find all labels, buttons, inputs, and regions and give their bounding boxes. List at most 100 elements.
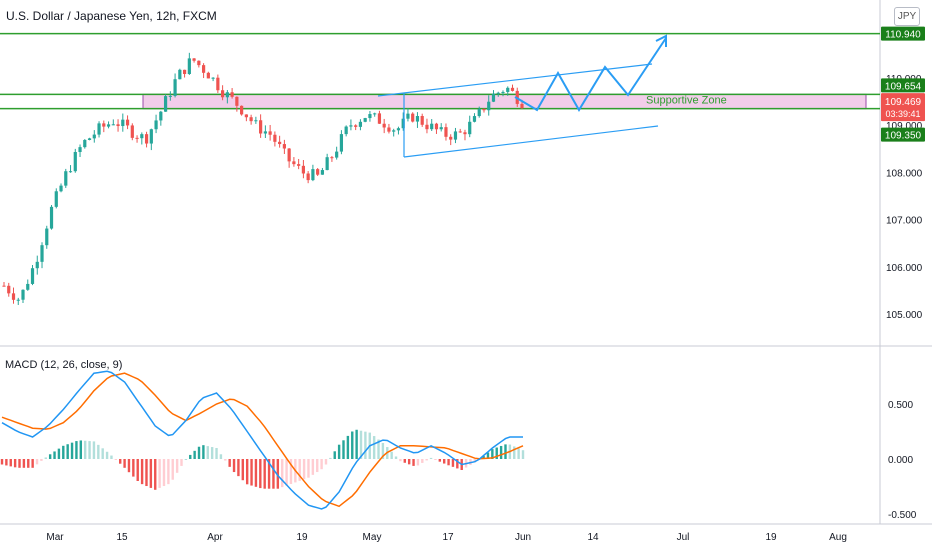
candle-body bbox=[130, 125, 134, 138]
candle-body bbox=[472, 116, 477, 122]
macd-histogram-bar bbox=[399, 459, 402, 462]
macd-histogram-bar bbox=[197, 446, 201, 459]
macd-histogram-bar bbox=[57, 448, 61, 459]
candle-body bbox=[278, 141, 282, 145]
candle-body bbox=[482, 108, 486, 111]
price-badge-zone-bottom: 109.350 bbox=[885, 131, 922, 142]
macd-histogram-bar bbox=[486, 452, 490, 459]
candle-body bbox=[149, 129, 153, 144]
macd-histogram-bar bbox=[351, 431, 354, 459]
candle-body bbox=[325, 157, 329, 171]
candle-body bbox=[235, 96, 239, 106]
candle-body bbox=[249, 117, 253, 122]
candle-body bbox=[297, 164, 301, 166]
macd-histogram-bar bbox=[114, 459, 118, 460]
macd-histogram-bar bbox=[140, 459, 144, 485]
candle-body bbox=[506, 87, 510, 92]
macd-histogram-bar bbox=[263, 459, 266, 489]
price-badge-zone-top: 109.654 bbox=[885, 81, 922, 92]
candle-body bbox=[92, 134, 96, 139]
macd-histogram bbox=[0, 429, 525, 490]
candle-body bbox=[301, 165, 305, 174]
macd-histogram-bar bbox=[447, 459, 450, 466]
macd-histogram-bar bbox=[158, 459, 161, 488]
candle-body bbox=[230, 92, 234, 97]
macd-histogram-bar bbox=[434, 459, 437, 460]
macd-histogram-bar bbox=[219, 454, 223, 459]
candle-body bbox=[287, 148, 291, 162]
candle-body bbox=[487, 101, 491, 111]
projection-arrowhead bbox=[655, 34, 667, 47]
time-axis-label: Jun bbox=[515, 532, 531, 543]
candle-body bbox=[216, 77, 220, 91]
candle-body bbox=[7, 285, 11, 294]
macd-histogram-bar bbox=[171, 459, 174, 480]
candle-body bbox=[292, 161, 296, 165]
macd-histogram-bar bbox=[316, 459, 319, 473]
macd-histogram-bar bbox=[259, 459, 262, 489]
candle-body bbox=[154, 120, 158, 130]
candle-body bbox=[339, 134, 344, 152]
macd-histogram-bar bbox=[0, 459, 4, 465]
macd-histogram-bar bbox=[88, 441, 91, 459]
candle-body bbox=[425, 124, 429, 130]
macd-histogram-bar bbox=[75, 441, 78, 459]
macd-histogram-bar bbox=[237, 459, 240, 477]
candle-body bbox=[259, 120, 263, 134]
candle-body bbox=[453, 131, 458, 140]
macd-histogram-bar bbox=[66, 444, 69, 459]
candle-body bbox=[411, 113, 415, 122]
macd-histogram-bar bbox=[329, 457, 332, 459]
candle-body bbox=[510, 87, 515, 91]
macd-histogram-bar bbox=[403, 459, 406, 463]
macd-histogram-bar bbox=[127, 459, 131, 473]
macd-histogram-bar bbox=[180, 459, 183, 466]
candle-body bbox=[30, 268, 35, 284]
macd-histogram-bar bbox=[359, 430, 363, 459]
candle-body bbox=[449, 136, 453, 140]
candle-body bbox=[377, 113, 382, 124]
macd-axis-label: 0.000 bbox=[888, 455, 913, 466]
macd-histogram-bar bbox=[48, 454, 52, 459]
macd-histogram-bar bbox=[35, 459, 39, 465]
candle-body bbox=[221, 90, 225, 98]
macd-histogram-bar bbox=[307, 459, 310, 478]
macd-histogram-bar bbox=[31, 459, 34, 468]
macd-histogram-bar bbox=[491, 449, 494, 459]
supportive-zone-label: Supportive Zone bbox=[646, 94, 727, 106]
price-axis-label: 107.000 bbox=[886, 216, 923, 227]
macd-histogram-bar bbox=[5, 459, 8, 466]
candle-body bbox=[144, 134, 149, 144]
macd-histogram-bar bbox=[13, 459, 17, 468]
macd-histogram-bar bbox=[267, 459, 271, 489]
currency-button[interactable]: JPY bbox=[894, 7, 920, 26]
time-axis-label: Mar bbox=[46, 532, 64, 543]
candle-body bbox=[458, 131, 462, 133]
macd-histogram-bar bbox=[425, 459, 428, 461]
price-badge-zone-bottom-bg bbox=[881, 127, 925, 142]
candle-body bbox=[434, 123, 439, 130]
candle-body bbox=[430, 123, 434, 130]
candle-body bbox=[83, 139, 87, 148]
macd-histogram-bar bbox=[83, 440, 87, 459]
time-axis-label: 15 bbox=[116, 532, 128, 543]
macd-histogram-bar bbox=[53, 451, 56, 459]
macd-axis-label: -0.500 bbox=[888, 510, 917, 521]
candle-body bbox=[40, 245, 44, 262]
macd-histogram-bar bbox=[342, 440, 345, 459]
candle-body bbox=[26, 283, 30, 290]
macd-histogram-bar bbox=[320, 459, 323, 470]
price-axis-label: 106.000 bbox=[886, 263, 923, 274]
candle-body bbox=[135, 137, 139, 139]
macd-histogram-bar bbox=[22, 459, 26, 468]
time-axis-label: Jul bbox=[677, 532, 690, 543]
macd-histogram-bar bbox=[232, 459, 236, 473]
candle-body bbox=[125, 119, 130, 126]
macd-histogram-bar bbox=[407, 459, 411, 465]
candle-body bbox=[73, 151, 77, 172]
macd-indicator-label[interactable]: MACD (12, 26, close, 9) bbox=[5, 359, 123, 371]
candle-body bbox=[211, 77, 215, 79]
candle-body bbox=[187, 58, 191, 75]
macd-histogram-bar bbox=[193, 450, 196, 459]
